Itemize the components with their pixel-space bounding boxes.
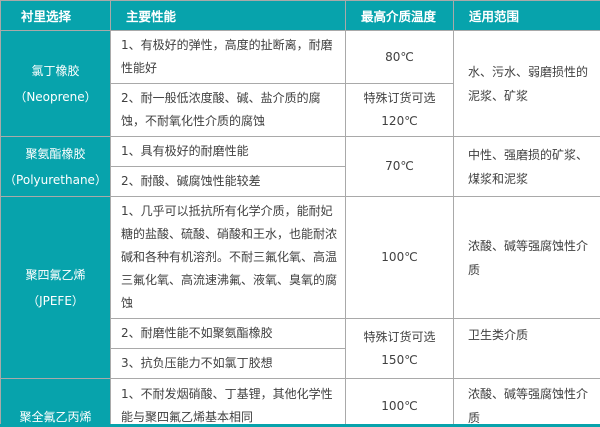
temperature-cell: 80℃ [345,30,454,84]
table-row: 氯丁橡胶 （Neoprene） 1、有极好的弹性，高度的扯断离，耐磨性能好 80… [0,30,600,137]
material-cell-neoprene: 氯丁橡胶 （Neoprene） [0,30,111,137]
performance-cell: 1、不耐发烟硝酸、丁基锂，其他化学性能与聚四氟乙烯基本相同 [110,378,346,424]
performance-cell: 3、抗负压能力不如氯丁胶想 [110,348,346,379]
temperature-cell: 100℃ [345,196,454,319]
temperature-cell: 100℃ [345,378,454,424]
temperature-cell: 特殊订货可选 120℃ [345,83,454,137]
material-name-english: （JPEFE） [27,293,84,308]
table-row: 3、抗负压能力不如氯丁胶想 [1,348,600,379]
performance-cell: 1、有极好的弹性，高度的扯断离，耐磨性能好 [110,30,346,84]
temperature-cell: 特殊订货可选 150℃ [345,318,454,379]
table-row: 聚氨酯橡胶 （Polyurethane） 1、具有极好的耐磨性能 70℃ 中性、… [0,136,600,197]
column-header-applicable-range: 适用范围 [453,0,600,31]
performance-cell: 2、耐酸、碱腐蚀性能较差 [110,166,346,197]
table-row: 2、耐一般低浓度酸、碱、盐介质的腐蚀，不耐氧化性介质的腐蚀 特殊订货可选 120… [1,83,600,137]
table-row: 聚全氟乙丙烯 （F46） 1、不耐发烟硝酸、丁基锂，其他化学性能与聚四氟乙烯基本… [0,378,600,424]
applicable-range-cell: 浓酸、碱等强腐蚀性介质 [453,378,600,424]
applicable-range-cell: 中性、强磨损的矿浆、煤浆和泥浆 [453,136,600,197]
material-name: 聚四氟乙烯 [25,267,86,282]
material-cell-f46: 聚全氟乙丙烯 （F46） [0,378,111,424]
performance-cell: 2、耐磨性能不如聚氨酯橡胶 [110,318,346,349]
material-name: 氯丁橡胶 [31,63,80,78]
applicable-range-cell: 水、污水、弱磨损性的泥浆、矿浆 [453,30,600,137]
material-cell-ptfe: 聚四氟乙烯 （JPEFE） [0,196,111,379]
performance-cell: 1、具有极好的耐磨性能 [110,136,346,167]
material-name: 聚全氟乙丙烯 [19,409,92,424]
temperature-cell: 70℃ [345,136,454,197]
applicable-range-cell: 浓酸、碱等强腐蚀性介质 [453,196,600,319]
column-header-main-performance: 主要性能 [110,0,346,31]
performance-cell: 2、耐一般低浓度酸、碱、盐介质的腐蚀，不耐氧化性介质的腐蚀 [110,83,346,137]
table-row: 2、耐磨性能不如聚氨酯橡胶 特殊订货可选 150℃ 卫生类介质 [1,318,600,379]
column-header-lining-selection: 衬里选择 [0,0,111,31]
material-name-english: （Polyurethane） [4,172,107,187]
material-cell-polyurethane: 聚氨酯橡胶 （Polyurethane） [0,136,111,197]
table-row: 聚四氟乙烯 （JPEFE） 1、几乎可以抵抗所有化学介质，能耐妃糖的盐酸、硫酸、… [0,196,600,379]
material-name: 聚氨酯橡胶 [25,146,86,161]
column-header-max-medium-temperature: 最高介质温度 [345,0,454,31]
performance-cell: 1、几乎可以抵抗所有化学介质，能耐妃糖的盐酸、硫酸、硝酸和王水，也能耐浓碱和各种… [110,196,346,319]
material-name-english: （Neoprene） [14,89,97,104]
header-row: 衬里选择 主要性能 最高介质温度 适用范围 [0,0,600,31]
applicable-range-cell: 卫生类介质 [453,318,600,379]
